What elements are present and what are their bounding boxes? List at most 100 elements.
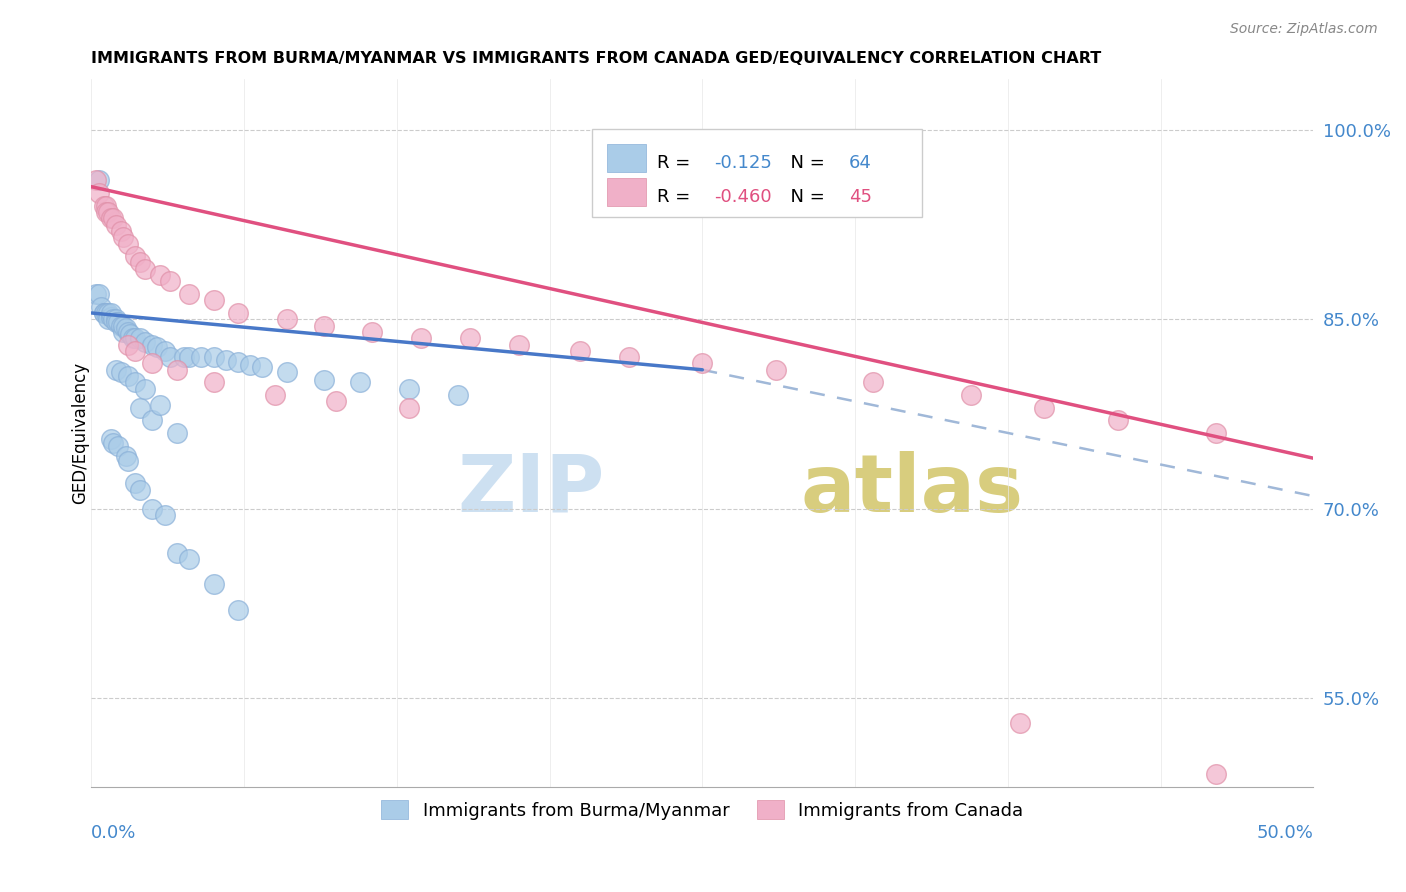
Point — [114, 321, 136, 335]
Point — [134, 334, 156, 349]
Point — [398, 401, 420, 415]
Point — [94, 205, 117, 219]
Point — [447, 388, 470, 402]
Point — [692, 356, 714, 370]
Text: atlas: atlas — [800, 450, 1024, 529]
Point — [104, 218, 127, 232]
Text: -0.460: -0.460 — [714, 187, 772, 206]
Point — [226, 306, 249, 320]
Point — [361, 325, 384, 339]
Point — [177, 552, 200, 566]
Text: Source: ZipAtlas.com: Source: ZipAtlas.com — [1230, 22, 1378, 37]
Point — [252, 360, 274, 375]
Point — [153, 508, 176, 522]
Point — [93, 199, 115, 213]
Point — [87, 287, 110, 301]
Point — [93, 306, 115, 320]
Point — [129, 331, 152, 345]
Text: 64: 64 — [849, 153, 872, 172]
Point — [149, 268, 172, 282]
Point — [166, 363, 188, 377]
Point — [862, 376, 884, 390]
Point — [146, 340, 169, 354]
Point — [215, 352, 238, 367]
Point — [960, 388, 983, 402]
Point — [312, 373, 335, 387]
Point — [141, 356, 163, 370]
Point — [202, 293, 225, 308]
Point — [458, 331, 481, 345]
Point — [202, 376, 225, 390]
Point — [100, 432, 122, 446]
Text: N =: N = — [779, 187, 831, 206]
Point — [100, 306, 122, 320]
Point — [159, 350, 181, 364]
Point — [117, 337, 139, 351]
Point — [103, 211, 125, 226]
Point — [226, 603, 249, 617]
Point — [1205, 767, 1227, 781]
Text: -0.125: -0.125 — [714, 153, 772, 172]
Point — [177, 350, 200, 364]
Point — [110, 365, 132, 379]
Point — [166, 546, 188, 560]
Point — [124, 331, 146, 345]
Y-axis label: GED/Equivalency: GED/Equivalency — [72, 362, 89, 504]
Point — [202, 350, 225, 364]
Point — [398, 382, 420, 396]
Point — [149, 398, 172, 412]
Text: 45: 45 — [849, 187, 872, 206]
Point — [97, 312, 120, 326]
Point — [153, 343, 176, 358]
Text: 0.0%: 0.0% — [91, 824, 136, 842]
Point — [94, 306, 117, 320]
Point — [110, 224, 132, 238]
FancyBboxPatch shape — [607, 178, 647, 206]
Point — [124, 249, 146, 263]
Point — [190, 350, 212, 364]
Point — [129, 255, 152, 269]
Point — [141, 337, 163, 351]
Point — [104, 312, 127, 326]
Point — [569, 343, 592, 358]
Point — [117, 453, 139, 467]
Point — [765, 363, 787, 377]
Text: 50.0%: 50.0% — [1257, 824, 1313, 842]
Point — [159, 274, 181, 288]
Point — [114, 449, 136, 463]
Point — [104, 315, 127, 329]
Point — [276, 312, 298, 326]
Text: R =: R = — [657, 187, 696, 206]
Point — [1033, 401, 1056, 415]
Point — [112, 230, 135, 244]
Point — [276, 365, 298, 379]
Point — [120, 327, 142, 342]
Point — [112, 318, 135, 333]
Point — [103, 312, 125, 326]
Point — [87, 173, 110, 187]
Point — [129, 483, 152, 497]
Point — [100, 211, 122, 226]
Point — [94, 199, 117, 213]
Point — [84, 173, 107, 187]
Point — [141, 501, 163, 516]
Point — [411, 331, 433, 345]
Point — [97, 205, 120, 219]
Point — [134, 261, 156, 276]
Point — [104, 363, 127, 377]
Point — [117, 236, 139, 251]
Point — [134, 382, 156, 396]
Point — [100, 310, 122, 324]
Point — [97, 306, 120, 320]
Point — [312, 318, 335, 333]
Point — [1205, 425, 1227, 440]
Point — [117, 325, 139, 339]
Legend: Immigrants from Burma/Myanmar, Immigrants from Canada: Immigrants from Burma/Myanmar, Immigrant… — [374, 793, 1031, 827]
Point — [122, 331, 145, 345]
Point — [173, 350, 195, 364]
Point — [263, 388, 285, 402]
Point — [129, 401, 152, 415]
Point — [110, 318, 132, 333]
Text: IMMIGRANTS FROM BURMA/MYANMAR VS IMMIGRANTS FROM CANADA GED/EQUIVALENCY CORRELAT: IMMIGRANTS FROM BURMA/MYANMAR VS IMMIGRA… — [91, 51, 1102, 66]
Point — [93, 306, 115, 320]
